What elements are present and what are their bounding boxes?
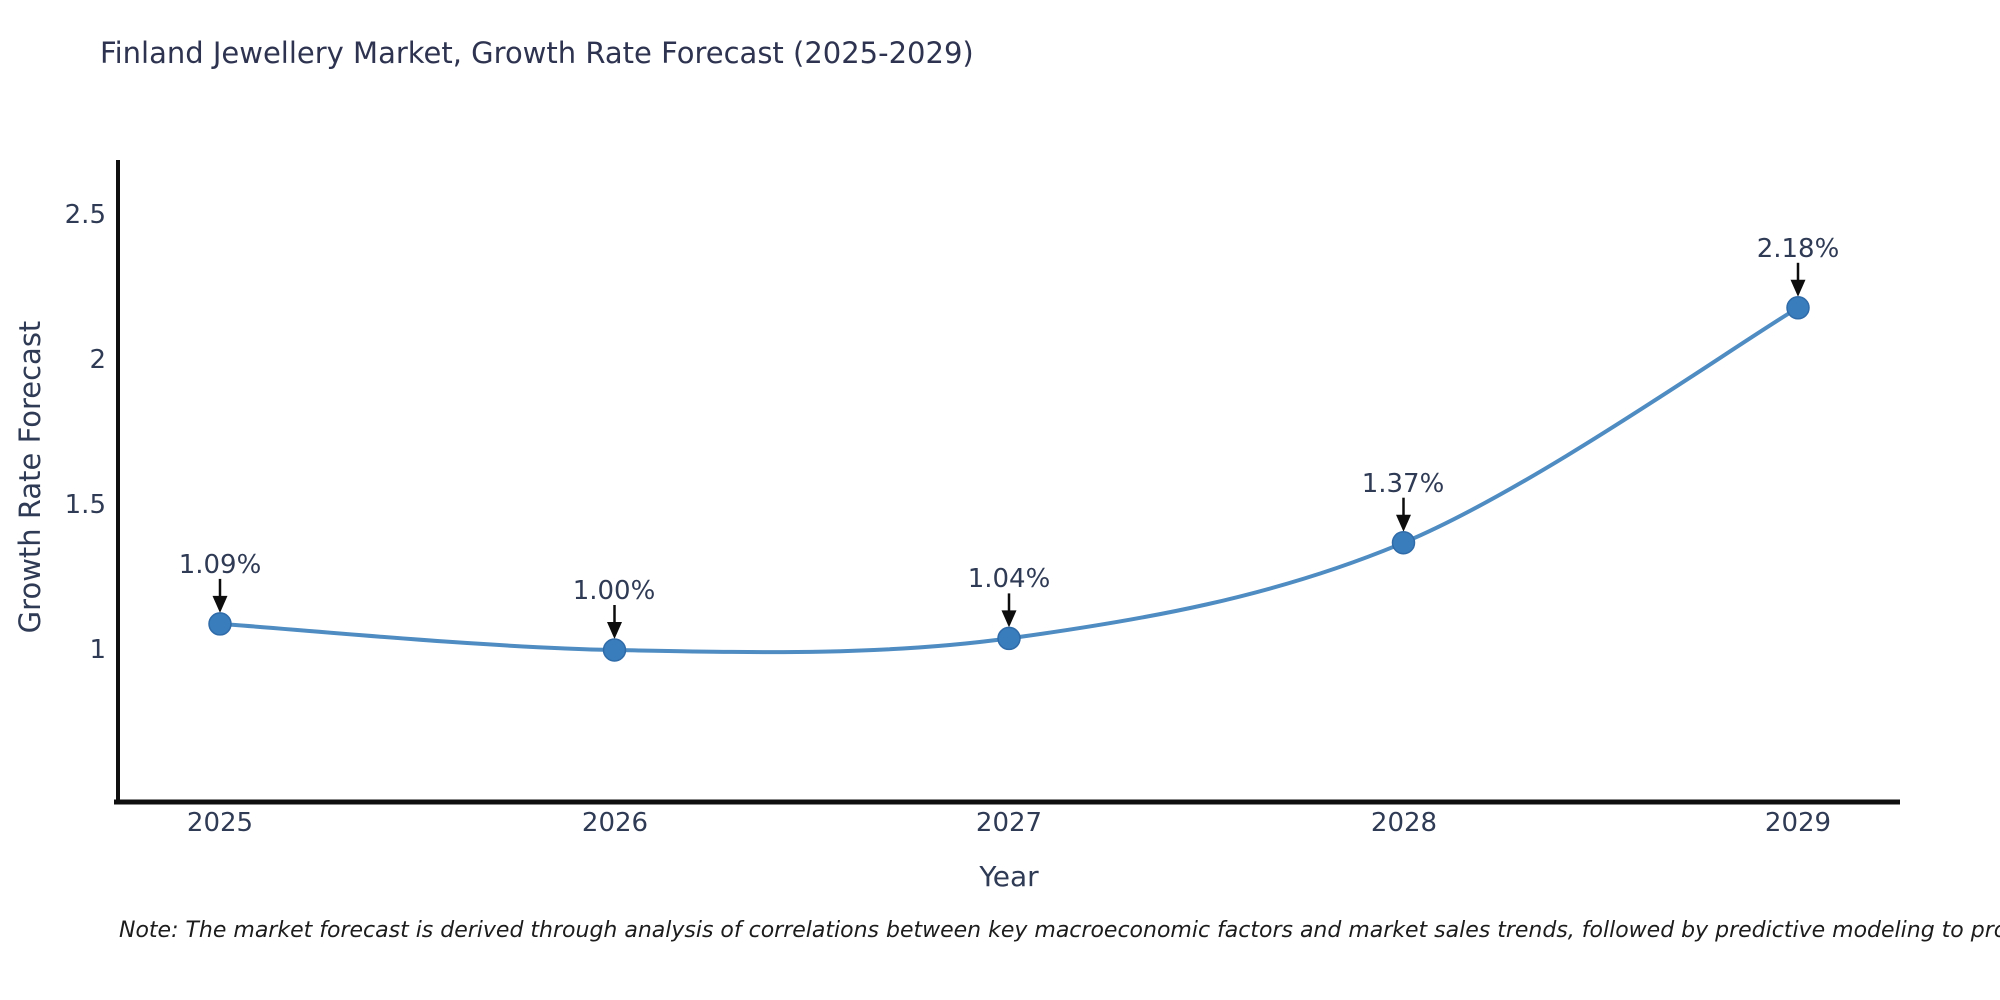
annotation-2028: 1.37% (1361, 469, 1445, 499)
annotation-2029: 2.18% (1756, 234, 1840, 264)
annotation-arrow-head (1001, 610, 1017, 628)
data-point-2027 (997, 626, 1021, 651)
annotation-2027: 1.04% (967, 564, 1051, 594)
chart-title: Finland Jewellery Market, Growth Rate Fo… (100, 36, 974, 70)
data-point-markers (208, 296, 1810, 662)
y-tick-2-5: 2.5 (64, 200, 106, 230)
data-point-2028 (1391, 530, 1416, 555)
y-tick-1: 1 (89, 635, 106, 665)
data-point-2029 (1786, 296, 1810, 320)
footnote: Note: The market forecast is derived thr… (119, 918, 2000, 943)
annotation-arrow-head (607, 622, 622, 639)
data-point-2025 (208, 612, 232, 636)
x-tick-2025: 2025 (186, 808, 254, 838)
annotation-2025: 1.09% (178, 550, 262, 580)
annotation-arrows (212, 262, 1806, 639)
annotation-2026: 1.00% (572, 576, 656, 606)
y-tick-2: 2 (89, 345, 106, 375)
annotation-arrow-head (1396, 514, 1411, 532)
x-tick-2027: 2027 (975, 808, 1043, 838)
x-axis-title: Year (979, 860, 1039, 893)
annotation-arrow-head (1790, 279, 1806, 297)
x-tick-2026: 2026 (581, 808, 649, 838)
x-tick-2028: 2028 (1370, 808, 1438, 838)
annotation-arrow-head (212, 595, 228, 613)
y-tick-1-5: 1.5 (64, 490, 106, 520)
data-point-2026 (602, 638, 627, 662)
x-tick-2029: 2029 (1764, 808, 1832, 838)
